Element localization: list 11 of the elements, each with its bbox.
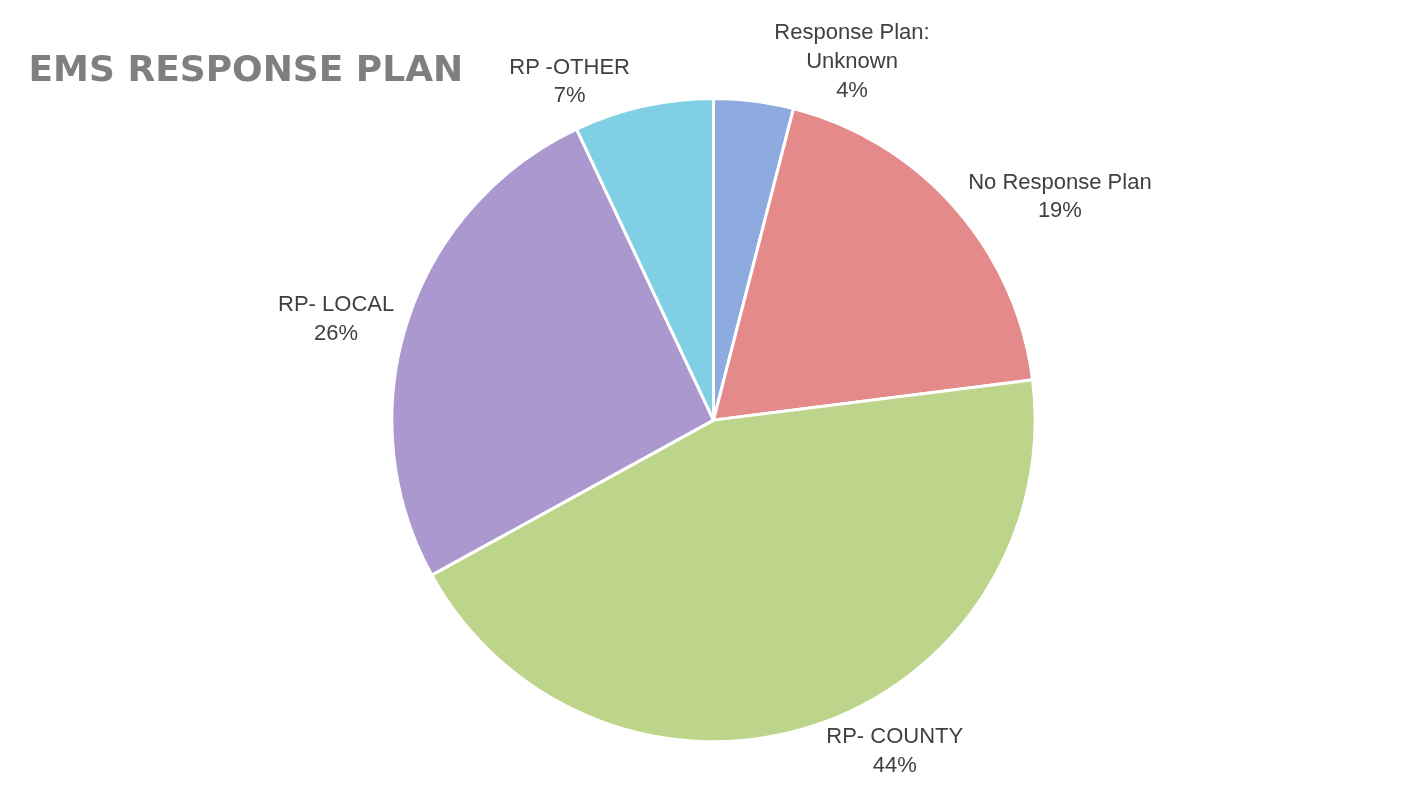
data-label: 44% (872, 752, 917, 778)
data-label: 26% (314, 319, 359, 345)
data-label: 19% (1037, 197, 1082, 223)
text: EMS RESPONSE PLAN (28, 47, 464, 89)
slice-label: RP- LOCAL (278, 291, 395, 317)
data-label: 7% (553, 82, 586, 108)
slice-label: RP- COUNTY (826, 723, 964, 749)
slice-label: RP -OTHER (509, 53, 630, 79)
data-label: 4% (836, 76, 868, 102)
slice-label: No Response Plan (968, 168, 1152, 194)
slice-label: Response Plan: Unknown (774, 19, 930, 74)
